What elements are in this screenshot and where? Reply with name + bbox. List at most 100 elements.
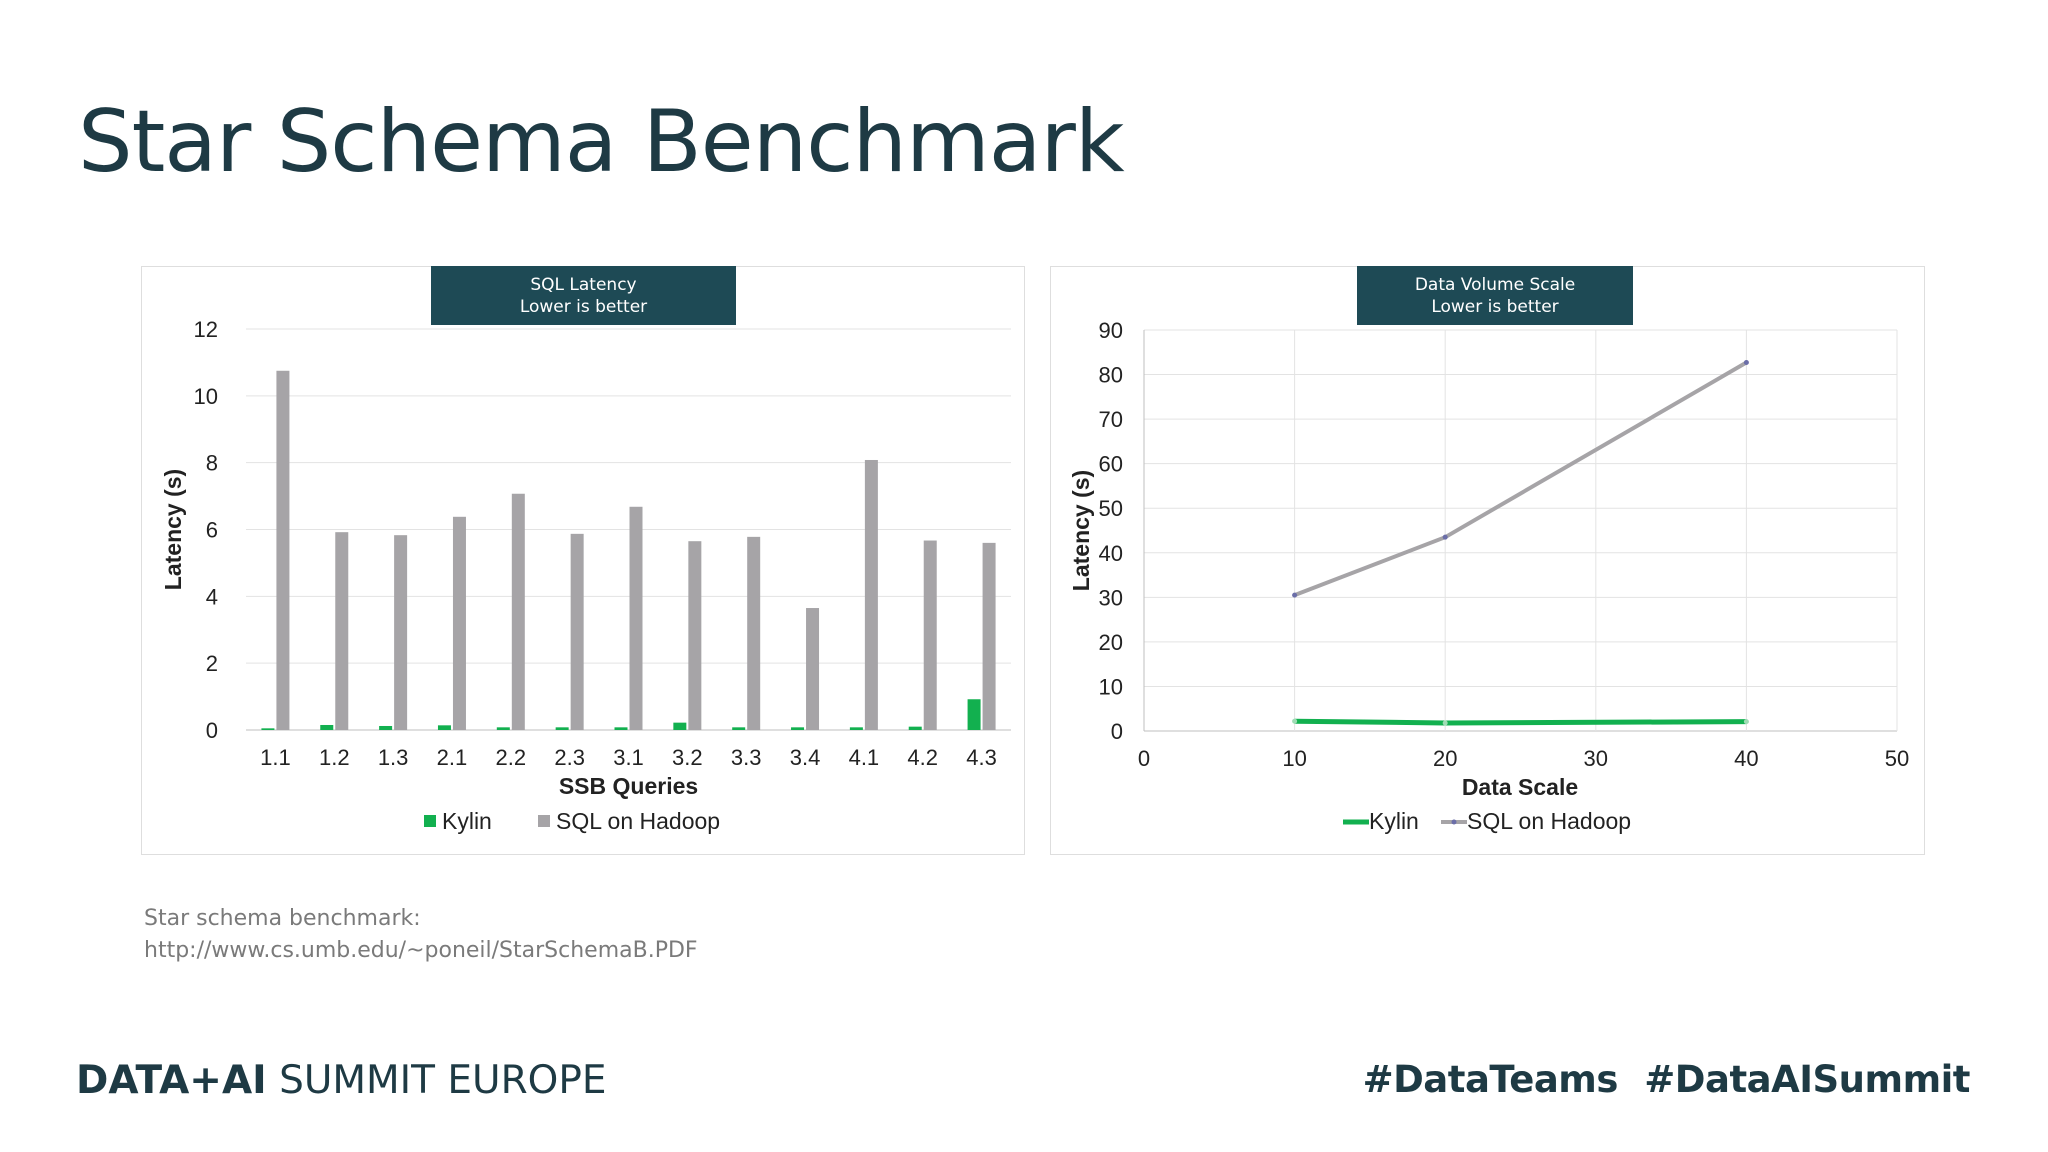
bar-kylin: [908, 726, 922, 730]
data-point-kylin: [1442, 720, 1448, 726]
bar-kylin: [614, 727, 628, 730]
x-axis-title: Data Scale: [1462, 774, 1578, 800]
data-point-sql-on-hadoop: [1442, 534, 1448, 540]
x-tick-label: 1.1: [260, 745, 291, 770]
x-tick-label: 3.1: [613, 745, 644, 770]
line-series-sql-on-hadoop: [1293, 360, 1748, 597]
x-tick-label: 2.3: [554, 745, 585, 770]
sql-latency-bar-chart: 0 2 4 6 8 10 12 1.1 1.2 1.3 2.1 2.2 2.3 3.1 3.2 3.3 3.4 4…: [160, 317, 1011, 834]
bar-kylin: [673, 722, 687, 730]
sql-latency-label-line2: Lower is better: [519, 296, 648, 317]
x-tick-label: 0: [1138, 746, 1150, 771]
bar-sql-on-hadoop: [982, 542, 996, 730]
data-point-sql-on-hadoop: [1292, 592, 1298, 598]
data-point-kylin: [1292, 718, 1298, 724]
legend-label-sql-on-hadoop: SQL on Hadoop: [556, 808, 720, 834]
legend-marker-sql-on-hadoop: [1451, 819, 1457, 825]
bar-kylin: [261, 728, 275, 730]
data-volume-line-chart: 0 10 20 30 40 50 60 70 80 90 0 10 20 30 40 50 Data Scale…: [1068, 318, 1909, 834]
y-tick-label: 30: [1099, 585, 1123, 610]
bar-kylin: [732, 727, 746, 730]
x-axis-title: SSB Queries: [559, 773, 698, 799]
y-tick-label: 4: [206, 584, 218, 609]
sql-latency-label-line1: SQL Latency: [530, 274, 637, 295]
sql-latency-chart-panel: 0 2 4 6 8 10 12 1.1 1.2 1.3 2.1 2.2 2.3 3.1 3.2 3.3 3.4 4…: [141, 266, 1025, 855]
x-tick-label: 40: [1734, 746, 1758, 771]
hashtags: #DataTeams #DataAISummit: [1362, 1058, 1971, 1101]
x-tick-label: 3.4: [790, 745, 821, 770]
x-tick-label: 30: [1584, 746, 1608, 771]
x-tick-label: 1.2: [319, 745, 350, 770]
reference-link[interactable]: http://www.cs.umb.edu/~poneil/StarSchema…: [144, 938, 698, 963]
y-tick-label: 12: [194, 317, 218, 342]
bar-sql-on-hadoop: [452, 516, 466, 730]
bar-kylin: [437, 725, 451, 730]
y-tick-label: 10: [194, 384, 218, 409]
y-axis-title: Latency (s): [160, 469, 186, 590]
y-tick-label: 2: [206, 651, 218, 676]
bar-kylin: [967, 699, 981, 730]
data-volume-label-line2: Lower is better: [1431, 296, 1559, 317]
x-tick-label: 1.3: [378, 745, 409, 770]
x-tick-label: 4.1: [849, 745, 880, 770]
bar-sql-on-hadoop: [335, 532, 349, 730]
bar-sql-on-hadoop: [747, 536, 761, 730]
y-tick-label: 70: [1099, 407, 1123, 432]
x-tick-label: 20: [1433, 746, 1457, 771]
bar-sql-on-hadoop: [806, 608, 820, 730]
bar-kylin: [555, 727, 569, 730]
y-tick-label: 60: [1099, 452, 1123, 477]
data-volume-chart-panel: 0 10 20 30 40 50 60 70 80 90 0 10 20 30 40 50 Data Scale…: [1050, 266, 1925, 855]
data-volume-label-line1: Data Volume Scale: [1414, 274, 1576, 295]
y-tick-label: 90: [1099, 318, 1123, 343]
y-tick-label: 80: [1099, 363, 1123, 388]
y-tick-label: 50: [1099, 496, 1123, 521]
y-tick-label: 8: [206, 451, 218, 476]
line-series-kylin: [1294, 718, 1747, 726]
x-tick-label: 4.2: [907, 745, 938, 770]
data-volume-chart-label: Data Volume Scale Lower is better: [1357, 266, 1633, 325]
legend-swatch-kylin: [424, 815, 436, 827]
bar-sql-on-hadoop: [864, 459, 878, 730]
reference-note: Star schema benchmark: http://www.cs.umb…: [144, 903, 698, 967]
y-tick-label: 0: [1111, 719, 1123, 744]
hashtag-data-ai-summit: #DataAISummit: [1644, 1058, 1970, 1101]
brand-bold: DATA+AI: [76, 1058, 267, 1103]
x-tick-label: 3.2: [672, 745, 703, 770]
y-tick-label: 40: [1099, 541, 1123, 566]
y-axis-title: Latency (s): [1068, 470, 1094, 591]
y-tick-label: 20: [1099, 630, 1123, 655]
y-tick-label: 6: [206, 518, 218, 543]
x-tick-label: 50: [1885, 746, 1909, 771]
bar-kylin: [791, 727, 805, 730]
reference-line-1: Star schema benchmark:: [144, 906, 421, 931]
sql-latency-chart-label: SQL Latency Lower is better: [431, 266, 736, 325]
data-point-sql-on-hadoop: [1743, 360, 1749, 366]
bar-kylin: [496, 727, 510, 730]
legend-label-kylin: Kylin: [1369, 808, 1419, 834]
bar-kylin: [849, 727, 863, 730]
summit-brand: DATA+AI SUMMIT EUROPE: [76, 1058, 607, 1103]
x-tick-label: 2.2: [496, 745, 527, 770]
bar-sql-on-hadoop: [923, 540, 937, 730]
bar-sql-on-hadoop: [570, 533, 584, 730]
y-tick-label: 0: [206, 718, 218, 743]
x-tick-label: 2.1: [437, 745, 468, 770]
y-tick-label: 10: [1099, 674, 1123, 699]
legend-swatch-sql-on-hadoop: [538, 815, 550, 827]
bar-sql-on-hadoop: [629, 506, 643, 730]
legend-label-kylin: Kylin: [442, 808, 492, 834]
slide-title: Star Schema Benchmark: [78, 92, 1125, 192]
bar-kylin: [320, 724, 334, 730]
bar-sql-on-hadoop: [688, 541, 702, 730]
x-tick-label: 10: [1282, 746, 1306, 771]
bar-kylin: [379, 725, 393, 730]
x-tick-label: 3.3: [731, 745, 762, 770]
bar-sql-on-hadoop: [394, 535, 408, 730]
bar-sql-on-hadoop: [511, 493, 525, 730]
x-tick-label: 4.3: [966, 745, 997, 770]
hashtag-data-teams: #DataTeams: [1362, 1058, 1619, 1101]
data-point-kylin: [1743, 719, 1749, 725]
brand-rest: SUMMIT EUROPE: [266, 1058, 607, 1103]
legend-label-sql-on-hadoop: SQL on Hadoop: [1467, 808, 1631, 834]
